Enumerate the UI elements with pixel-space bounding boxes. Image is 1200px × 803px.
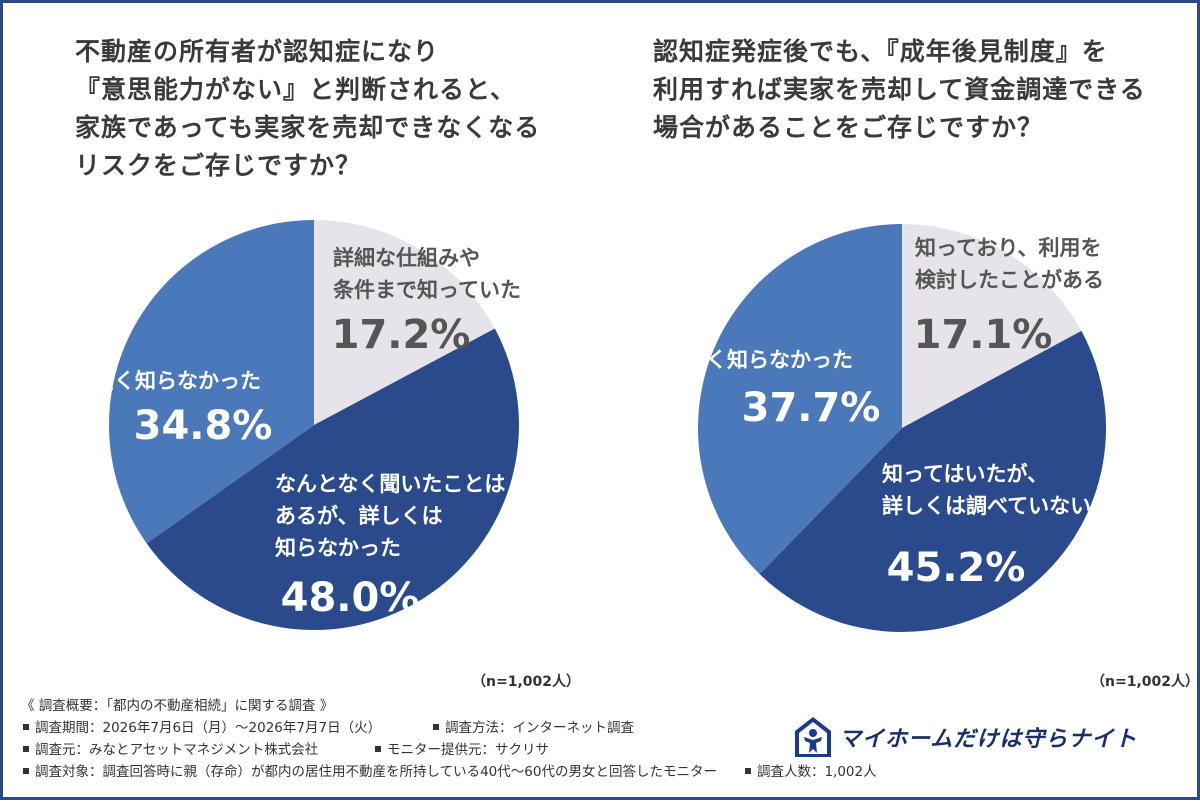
pie-slice bbox=[698, 223, 902, 575]
survey-item: 調査元：みなとアセットマネジメント株式会社 bbox=[21, 739, 373, 761]
slice-percentage: 45.2% bbox=[887, 545, 1026, 591]
survey-item: モニター提供元：サクリサ bbox=[373, 739, 549, 761]
question-line: 不動産の所有者が認知症になり bbox=[75, 37, 440, 66]
slice-percentage: 48.0% bbox=[281, 575, 420, 621]
slice-label: 条件まで知っていた bbox=[333, 278, 521, 302]
slice-label: 全く知らなかった bbox=[684, 348, 853, 372]
survey-item: 調査期間：2026年7月6日（月）～2026年7月7日（火） bbox=[21, 717, 431, 739]
question-line: 利用すれば実家を売却して資金調達できる bbox=[653, 75, 1146, 104]
slice-label: 詳細な仕組みや bbox=[333, 246, 480, 270]
bullet-square-icon bbox=[744, 768, 751, 774]
survey-item: 調査方法：インターネット調査 bbox=[431, 717, 634, 739]
bullet-square-icon bbox=[23, 724, 29, 730]
slice-label: 検討したことがある bbox=[915, 268, 1104, 292]
slice-label: 知らなかった bbox=[275, 536, 401, 560]
survey-item-text: 調査人数：1,002人 bbox=[756, 764, 877, 780]
pie-slice bbox=[759, 330, 1106, 632]
bullet-square-icon bbox=[433, 724, 439, 730]
slice-label: 知っており、利用を bbox=[915, 236, 1101, 260]
slice-label: 全く知らなかった bbox=[92, 369, 261, 393]
question-line: 認知症発症後でも、『成年後見制度』を bbox=[653, 37, 1108, 66]
question-line: 場合があることをご存じですか？ bbox=[653, 113, 1044, 142]
survey-item-text: 調査元：みなとアセットマネジメント株式会社 bbox=[35, 742, 319, 758]
survey-item-text: モニター提供元：サクリサ bbox=[387, 742, 549, 758]
brand-logo-text: マイホームだけは守らナイト bbox=[839, 727, 1138, 752]
question-line: リスクをご存じですか？ bbox=[75, 151, 362, 180]
slice-label: 詳しくは調べていない bbox=[882, 494, 1091, 518]
survey-summary-title: 《 調査概要：「都内の不動産相続」に関する調査 》 bbox=[21, 698, 334, 714]
brand-logo: マイホームだけは守らナイト bbox=[793, 715, 1173, 759]
slice-percentage: 34.8% bbox=[134, 403, 273, 449]
bullet-square-icon bbox=[23, 746, 29, 752]
survey-summary: 《 調査概要：「都内の不動産相続」に関する調査 》 調査期間：2026年7月6日… bbox=[21, 695, 877, 783]
slice-label: あるが、詳しくは bbox=[275, 504, 443, 528]
survey-item-text: 調査方法：インターネット調査 bbox=[445, 720, 634, 736]
pie-slice bbox=[902, 224, 1082, 428]
survey-summary-row: 調査対象：調査回答時に親（存命）が都内の居住用不動産を所持している40代～60代… bbox=[21, 761, 877, 783]
sample-size-label-1: （n=1,002人） bbox=[472, 674, 580, 690]
question-line: 家族であっても実家を売却できなくなる bbox=[75, 113, 541, 142]
bullet-square-icon bbox=[23, 768, 29, 774]
slice-percentage: 17.2% bbox=[332, 312, 471, 358]
house-person-logo-icon bbox=[795, 717, 831, 757]
slice-label: 知ってはいたが、 bbox=[882, 462, 1048, 486]
question-line: 『意思能力がない』と判断されると、 bbox=[75, 75, 517, 104]
survey-summary-row: 調査元：みなとアセットマネジメント株式会社 モニター提供元：サクリサ bbox=[21, 739, 781, 761]
bullet-square-icon bbox=[375, 746, 381, 752]
question-2: 認知症発症後でも、『成年後見制度』を 利用すれば実家を売却して資金調達できる 場… bbox=[653, 33, 1146, 147]
sample-size-label-2: （n=1,002人） bbox=[1091, 674, 1199, 690]
survey-item: 調査対象：調査回答時に親（存命）が都内の居住用不動産を所持している40代～60代… bbox=[21, 761, 877, 783]
survey-item-text: 調査期間：2026年7月6日（月）～2026年7月7日（火） bbox=[35, 720, 382, 736]
pie-slice bbox=[314, 220, 495, 425]
pie-slice bbox=[108, 220, 314, 544]
survey-item-text: 調査対象：調査回答時に親（存命）が都内の居住用不動産を所持している40代～60代… bbox=[35, 764, 717, 780]
slice-label: なんとなく聞いたことは bbox=[275, 472, 505, 496]
slice-percentage: 37.7% bbox=[742, 385, 881, 431]
pie-slice bbox=[146, 328, 519, 630]
question-1: 不動産の所有者が認知症になり 『意思能力がない』と判断されると、 家族であっても… bbox=[75, 33, 540, 185]
survey-summary-row: 調査期間：2026年7月6日（月）～2026年7月7日（火） 調査方法：インターネ… bbox=[21, 717, 781, 739]
slice-percentage: 17.1% bbox=[914, 312, 1053, 358]
